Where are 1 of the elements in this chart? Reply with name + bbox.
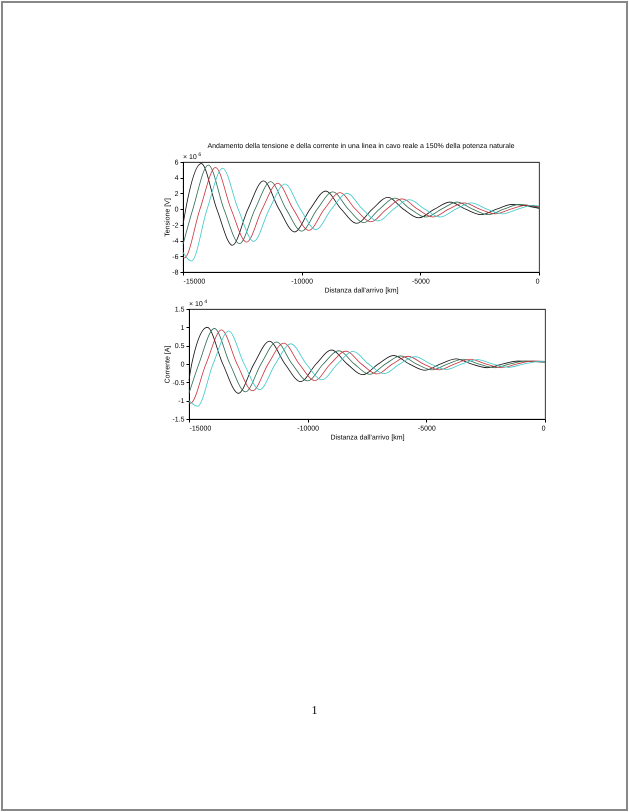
text: 1 (310, 703, 318, 718)
